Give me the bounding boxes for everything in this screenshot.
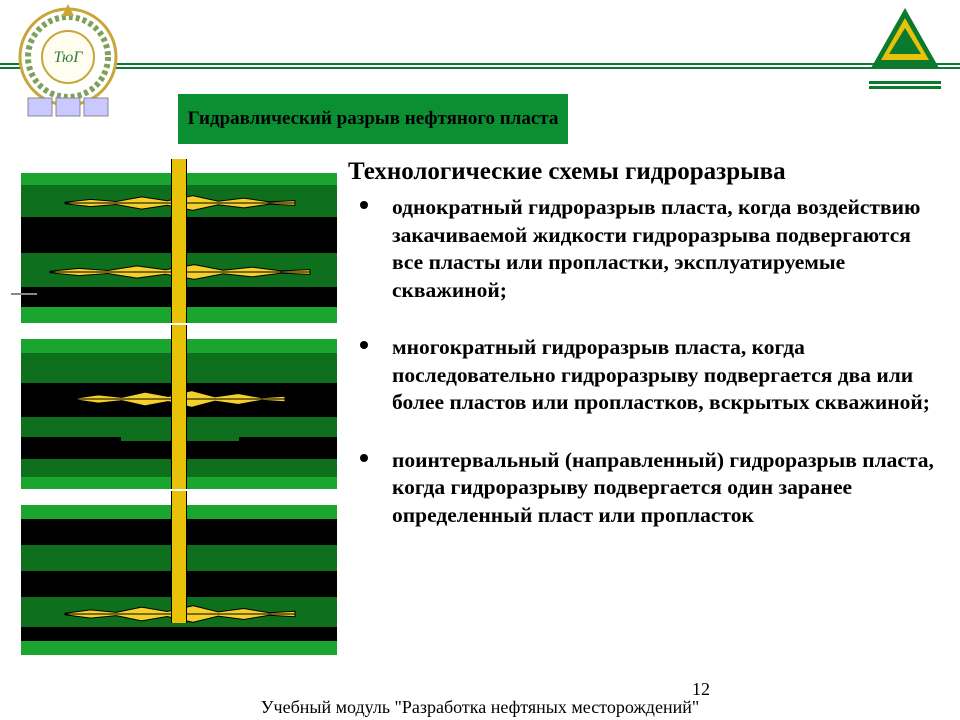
section-title: Технологические схемы гидроразрыва	[348, 158, 786, 186]
geologic-layer	[21, 641, 337, 655]
bullet-text: многократный гидроразрыв пласта, когда п…	[392, 334, 940, 417]
svg-text:ТюГ: ТюГ	[54, 49, 84, 66]
bullet-text: однократный гидроразрыв пласта, когда во…	[392, 194, 940, 304]
scale-tick	[11, 293, 37, 295]
bullet-text: поинтервальный (направленный) гидроразры…	[392, 447, 940, 530]
header-rule	[0, 63, 960, 69]
wellbore	[171, 491, 187, 623]
list-item: однократный гидроразрыв пласта, когда во…	[360, 194, 940, 304]
bullet-dot-icon	[360, 454, 368, 462]
wellbore	[171, 159, 187, 323]
institution-logo: ТюГ	[8, 2, 128, 122]
footer-text: Учебный модуль "Разработка нефтяных мест…	[0, 697, 960, 718]
company-logo	[865, 6, 945, 96]
list-item: многократный гидроразрыв пласта, когда п…	[360, 334, 940, 417]
slide-title-banner: Гидравлический разрыв нефтяного пласта	[178, 94, 568, 144]
page-number: 12	[692, 679, 710, 700]
slide-title-text: Гидравлический разрыв нефтяного пласта	[188, 108, 559, 130]
list-item: поинтервальный (направленный) гидроразры…	[360, 447, 940, 530]
wellbore	[171, 325, 187, 489]
bullet-dot-icon	[360, 201, 368, 209]
bullet-dot-icon	[360, 341, 368, 349]
diagram-column	[20, 172, 338, 670]
bullet-list: однократный гидроразрыв пласта, когда во…	[360, 194, 940, 529]
fracture-diagram	[20, 504, 338, 654]
fracture-diagram	[20, 338, 338, 488]
fracture-diagram	[20, 172, 338, 322]
